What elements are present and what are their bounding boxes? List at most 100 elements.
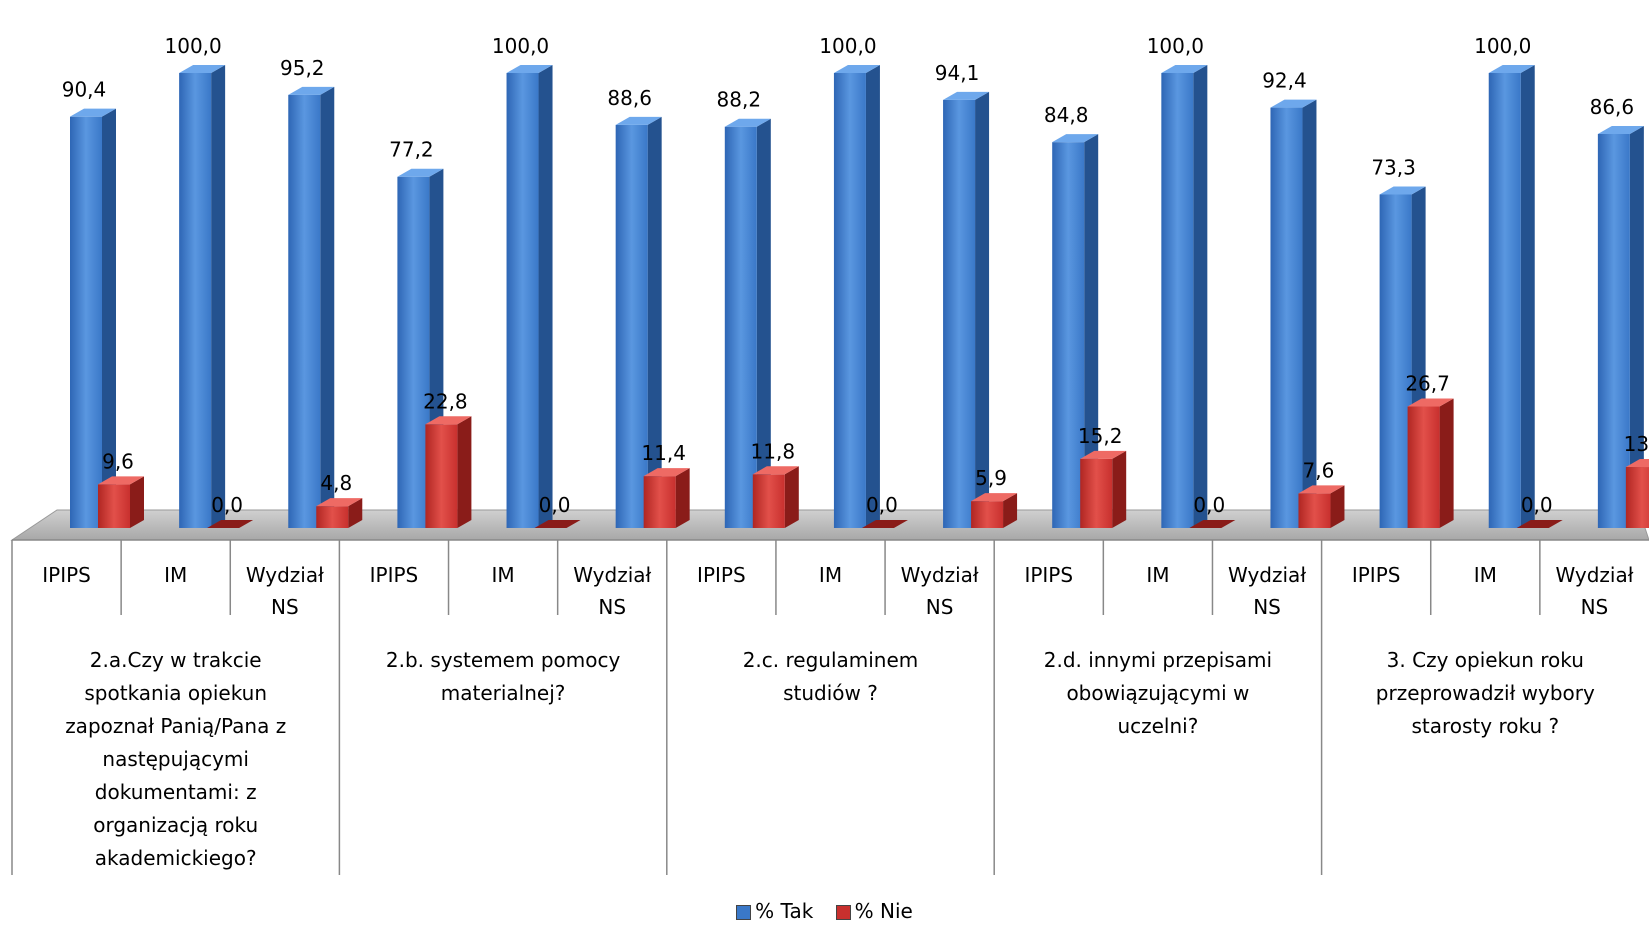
bar-tak-6-front (724, 126, 757, 528)
label-nie-3: 22,8 (423, 389, 468, 413)
bar-tak-7-front (833, 73, 866, 528)
category-label-7: IM (819, 563, 842, 587)
bar-nie-9-side (1112, 450, 1127, 528)
label-tak-12: 73,3 (1371, 155, 1416, 179)
bar-nie-11 (1298, 485, 1345, 528)
bar-nie-7 (861, 520, 908, 528)
group-line: uczelni? (1117, 714, 1198, 738)
bar-tak-2-side (320, 86, 335, 528)
group-line: starosty roku ? (1411, 714, 1559, 738)
bar-nie-3-side (457, 416, 472, 528)
bar-tak-0-side (102, 108, 116, 529)
bar-nie-0 (98, 476, 144, 528)
group-line: dokumentami: z (95, 780, 257, 804)
bar-tak-13 (1488, 65, 1535, 528)
bar-tak-10-top (1161, 65, 1208, 73)
label-tak-2: 95,2 (280, 56, 325, 80)
bar-tak-12-top (1379, 186, 1426, 195)
category-label-3: IPIPS (370, 563, 419, 587)
category-label-10: IM (1146, 563, 1169, 587)
bar-tak-14-top (1597, 125, 1644, 134)
category-line: IM (819, 563, 842, 587)
bar-tak-11-front (1270, 107, 1303, 528)
bar-tak-11-top (1270, 99, 1317, 108)
legend-swatch-nie (835, 905, 851, 920)
bar-tak-6 (724, 118, 771, 528)
bar-tak-0-top (70, 108, 116, 117)
category-label-1: IM (164, 563, 187, 587)
label-nie-7: 0,0 (866, 493, 898, 517)
bar-tak-6-top (724, 118, 771, 127)
bar-nie-4-flat (534, 520, 581, 528)
bar-nie-6 (752, 466, 799, 528)
legend-swatch-tak (736, 905, 752, 920)
bar-tak-12 (1379, 186, 1426, 529)
label-nie-4: 0,0 (539, 493, 571, 517)
category-line: IM (492, 563, 515, 587)
label-nie-0: 9,6 (102, 449, 134, 473)
bar-tak-2-top (288, 86, 335, 95)
bar-tak-13-front (1488, 73, 1521, 528)
category-label-9: IPIPS (1024, 563, 1073, 587)
group-line: 2.c. regulaminem (743, 648, 919, 672)
bar-tak-11 (1270, 99, 1317, 528)
bar-nie-14 (1625, 459, 1649, 528)
bar-tak-0-front (70, 116, 102, 529)
category-label-12: IPIPS (1352, 563, 1401, 587)
bar-nie-0-top (98, 476, 144, 485)
category-line: IM (164, 563, 187, 587)
bar-tak-7-side (865, 65, 880, 528)
category-label-14: Wydział NS (1555, 563, 1633, 619)
bar-nie-2-top (316, 498, 363, 507)
label-nie-10: 0,0 (1193, 493, 1225, 517)
bar-nie-14-front (1625, 467, 1649, 528)
bar-nie-0-front (98, 484, 130, 528)
bar-tak-3-top (397, 168, 444, 177)
label-nie-1: 0,0 (211, 493, 243, 517)
legend-label-tak: % Tak (755, 899, 814, 923)
bar-nie-2 (316, 498, 363, 528)
label-tak-11: 92,4 (1262, 69, 1307, 93)
bar-nie-2-side (348, 498, 363, 528)
group-line: organizacją roku (93, 813, 258, 837)
bar-nie-6-side (784, 466, 799, 528)
bar-nie-11-front (1298, 493, 1331, 528)
category-label-4: IM (492, 563, 515, 587)
group-line: 2.d. innymi przepisami (1044, 648, 1272, 672)
bar-nie-11-side (1330, 485, 1345, 528)
bar-tak-6-side (756, 118, 771, 528)
bar-nie-7-flat (861, 520, 908, 528)
label-tak-8: 94,1 (935, 61, 980, 85)
category-line: Wydział (1228, 563, 1306, 587)
bar-nie-4 (534, 520, 581, 528)
bar-nie-12-top (1407, 398, 1454, 407)
label-nie-13: 0,0 (1521, 493, 1553, 517)
bar-nie-9-top (1080, 450, 1127, 459)
bar-tak-9-front (1052, 142, 1085, 528)
bar-tak-4-top (506, 65, 553, 73)
bar-tak-9-top (1052, 134, 1099, 143)
category-label-5: Wydział NS (573, 563, 651, 619)
group-line: materialnej? (441, 681, 566, 705)
group-line: studiów ? (783, 681, 878, 705)
bar-tak-10-side (1193, 65, 1208, 528)
category-line: Wydział (1555, 563, 1633, 587)
label-tak-4: 100,0 (492, 34, 549, 58)
label-nie-6: 11,8 (751, 439, 796, 463)
label-nie-12: 26,7 (1405, 372, 1450, 396)
group-line: spotkania opiekun (84, 681, 267, 705)
bar-nie-8 (971, 493, 1018, 528)
bar-tak-5-front (615, 124, 648, 529)
bar-tak-8 (943, 91, 990, 528)
group-label-2: 2.c. regulaminem studiów ? (743, 648, 919, 705)
legend-label-nie: % Nie (854, 899, 913, 923)
group-label-1: 2.b. systemem pomocy materialnej? (386, 648, 621, 705)
category-line: NS (926, 595, 954, 619)
bar-nie-12-front (1407, 406, 1440, 528)
label-nie-14: 13,4 (1624, 432, 1649, 456)
bar-nie-8-side (1003, 493, 1018, 528)
category-line: IM (1474, 563, 1497, 587)
label-nie-5: 11,4 (641, 441, 686, 465)
category-line: Wydział (246, 563, 324, 587)
bar-tak-8-front (943, 99, 976, 528)
